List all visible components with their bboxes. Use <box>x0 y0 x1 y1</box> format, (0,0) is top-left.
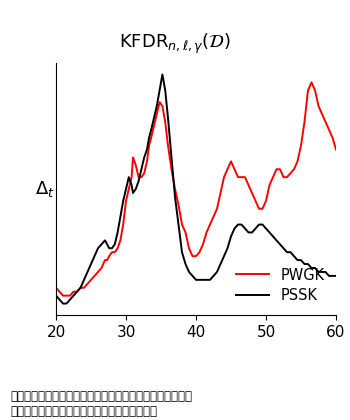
PSSK <box>61 301 65 306</box>
PSSK <box>118 214 122 219</box>
PSSK <box>54 293 58 298</box>
PWGK <box>105 257 109 262</box>
PWGK <box>54 285 58 290</box>
Y-axis label: $\Delta_t$: $\Delta_t$ <box>35 179 55 199</box>
PSSK <box>105 242 109 247</box>
PSSK <box>334 273 338 278</box>
PWGK <box>187 246 191 251</box>
PSSK <box>285 249 289 255</box>
PWGK <box>118 238 122 243</box>
PWGK <box>134 163 138 168</box>
PWGK <box>309 80 314 85</box>
Text: 図６：カーネル法による主成分分析の結果。ピークを取る
ところが変化の最も大きい温度を示している。: 図６：カーネル法による主成分分析の結果。ピークを取る ところが変化の最も大きい温… <box>10 390 192 418</box>
PSSK <box>134 186 138 192</box>
PWGK <box>334 147 338 152</box>
PSSK <box>166 116 170 121</box>
PSSK <box>190 273 195 278</box>
Line: PWGK: PWGK <box>56 82 336 296</box>
PWGK <box>281 175 286 180</box>
PSSK <box>160 72 164 77</box>
Line: PSSK: PSSK <box>56 74 336 304</box>
Text: $\mathrm{KFDR}_{n,\ell,\gamma}(\mathcal{D})$: $\mathrm{KFDR}_{n,\ell,\gamma}(\mathcal{… <box>119 32 231 56</box>
Legend: PWGK, PSSK: PWGK, PSSK <box>232 263 329 308</box>
PWGK <box>163 119 167 124</box>
PWGK <box>61 293 65 298</box>
